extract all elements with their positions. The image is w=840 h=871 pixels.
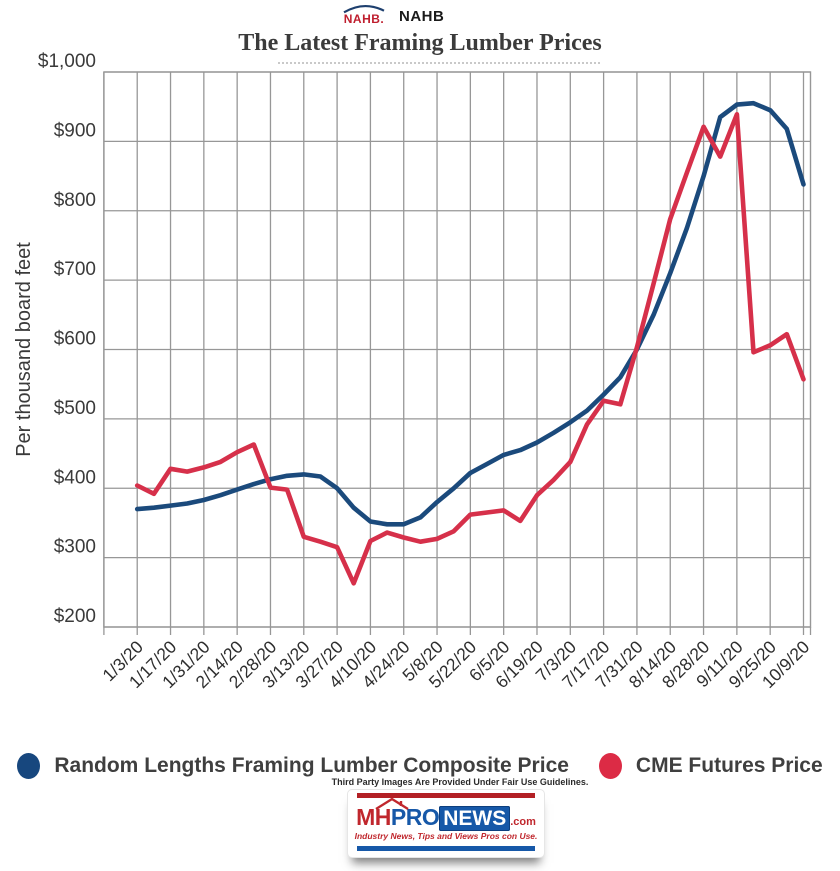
legend-item-cme: CME Futures Price: [598, 753, 823, 779]
svg-text:$500: $500: [54, 398, 96, 419]
svg-text:$1,000: $1,000: [38, 51, 96, 72]
svg-text:$400: $400: [54, 467, 96, 488]
logo-bottom-bar: [357, 846, 535, 851]
logo-pro: PRO: [390, 804, 440, 830]
logo-wordmark: MHPRO NEWS .com: [348, 797, 544, 831]
svg-text:$700: $700: [54, 259, 96, 280]
svg-text:$300: $300: [54, 537, 96, 558]
nahb-logo-word: NAHB.: [343, 12, 385, 26]
logo-dotcom: .com: [510, 816, 536, 828]
nahb-label: NAHB: [399, 8, 445, 25]
title-divider: [278, 62, 600, 64]
legend-label-cme: CME Futures Price: [635, 754, 823, 777]
cme-series-dot-icon: [598, 753, 622, 779]
fair-use-disclaimer: Third Party Images Are Provided Under Fa…: [331, 777, 589, 787]
logo-news: NEWS: [439, 806, 511, 831]
nahb-roof-arc-icon: [343, 5, 385, 14]
svg-text:$200: $200: [54, 606, 96, 627]
svg-text:Per thousand board feet: Per thousand board feet: [13, 242, 35, 457]
svg-text:$900: $900: [54, 120, 96, 141]
mhpronews-logo: MHPRO NEWS .com Industry News, Tips and Vi…: [347, 789, 545, 858]
house-roof-icon: [375, 797, 409, 811]
legend-item-composite: Random Lengths Framing Lumber Composite …: [17, 753, 569, 779]
legend-label-composite: Random Lengths Framing Lumber Composite …: [54, 754, 569, 777]
svg-text:$800: $800: [54, 190, 96, 211]
chart-title: The Latest Framing Lumber Prices: [238, 30, 602, 56]
logo-tagline: Industry News, Tips and Views Pros con U…: [354, 831, 538, 841]
composite-series-dot-icon: [17, 753, 41, 779]
logo-mh: MH: [356, 804, 391, 830]
nahb-logo: NAHB.: [338, 4, 390, 28]
svg-text:$600: $600: [54, 329, 96, 350]
chart-legend: Random Lengths Framing Lumber Composite …: [0, 746, 840, 786]
lumber-price-chart: $200$300$400$500$600$700$800$900$1,0001/…: [13, 51, 814, 692]
logo-top-bar: [357, 793, 535, 798]
